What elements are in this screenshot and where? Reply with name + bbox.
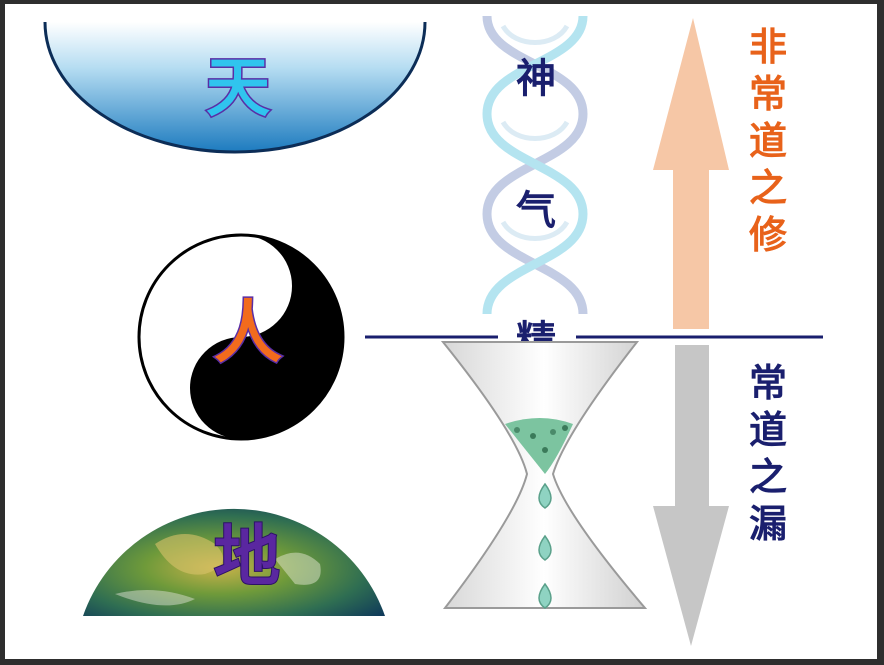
lower-char: 之	[748, 455, 787, 499]
slide: 天 人 地 神 气 精 非 常	[5, 4, 877, 659]
upper-char: 修	[748, 213, 787, 257]
upper-char: 之	[748, 166, 787, 210]
hourglass-icon	[440, 341, 648, 609]
upper-label-column: 非 常 道 之 修	[743, 24, 793, 259]
heaven-bowl	[43, 21, 427, 154]
yin-yang-icon	[137, 233, 345, 441]
lower-char: 常	[748, 361, 787, 405]
shen-label: 神	[516, 56, 556, 102]
earth-globe	[83, 508, 385, 616]
upper-char: 非	[748, 25, 787, 69]
upper-char: 道	[748, 119, 787, 163]
up-arrow	[653, 18, 729, 329]
lower-char: 漏	[748, 502, 787, 546]
qi-label: 气	[516, 188, 556, 234]
heaven-label: 天	[206, 52, 270, 126]
lower-char: 道	[748, 408, 787, 452]
lower-label-column: 常 道 之 漏	[743, 360, 793, 548]
double-helix	[482, 15, 588, 315]
down-arrow	[653, 345, 729, 646]
upper-char: 常	[748, 72, 787, 116]
diagram-canvas: 天 人 地 神 气 精	[43, 15, 823, 646]
human-label: 人	[214, 294, 282, 373]
earth-label: 地	[214, 518, 280, 595]
